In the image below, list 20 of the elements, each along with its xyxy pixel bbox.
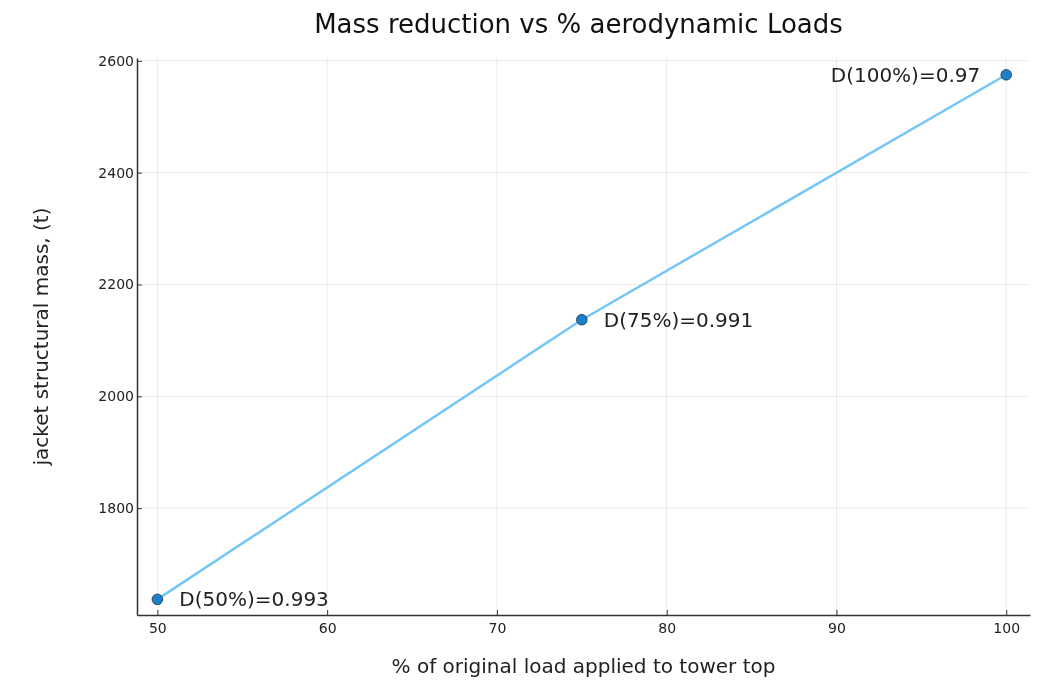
chart-title: Mass reduction vs % aerodynamic Loads bbox=[314, 9, 843, 39]
x-tick-label: 100 bbox=[993, 620, 1021, 637]
x-tick-label: 80 bbox=[658, 620, 677, 637]
y-axis-title: jacket structural mass, (t) bbox=[29, 207, 53, 467]
annotation: D(75%)=0.991 bbox=[603, 307, 754, 332]
annotation: D(100%)=0.97 bbox=[830, 62, 981, 87]
point bbox=[1000, 69, 1012, 81]
x-tick-label: 70 bbox=[488, 620, 507, 637]
x-tick-label: 50 bbox=[148, 620, 167, 637]
y-tick-label: 1800 bbox=[98, 500, 134, 517]
y-tick-label: 2400 bbox=[98, 164, 134, 181]
y-tick-label: 2600 bbox=[98, 52, 134, 69]
annotation: D(50%)=0.993 bbox=[179, 587, 329, 612]
y-tick-label: 2000 bbox=[98, 388, 134, 405]
y-tick-label: 2200 bbox=[98, 276, 134, 293]
x-tick-label: 60 bbox=[318, 620, 337, 637]
point bbox=[576, 314, 588, 326]
x-tick-label: 90 bbox=[828, 620, 846, 637]
x-axis-title: % of original load applied to tower top bbox=[391, 654, 776, 678]
point bbox=[151, 593, 164, 605]
